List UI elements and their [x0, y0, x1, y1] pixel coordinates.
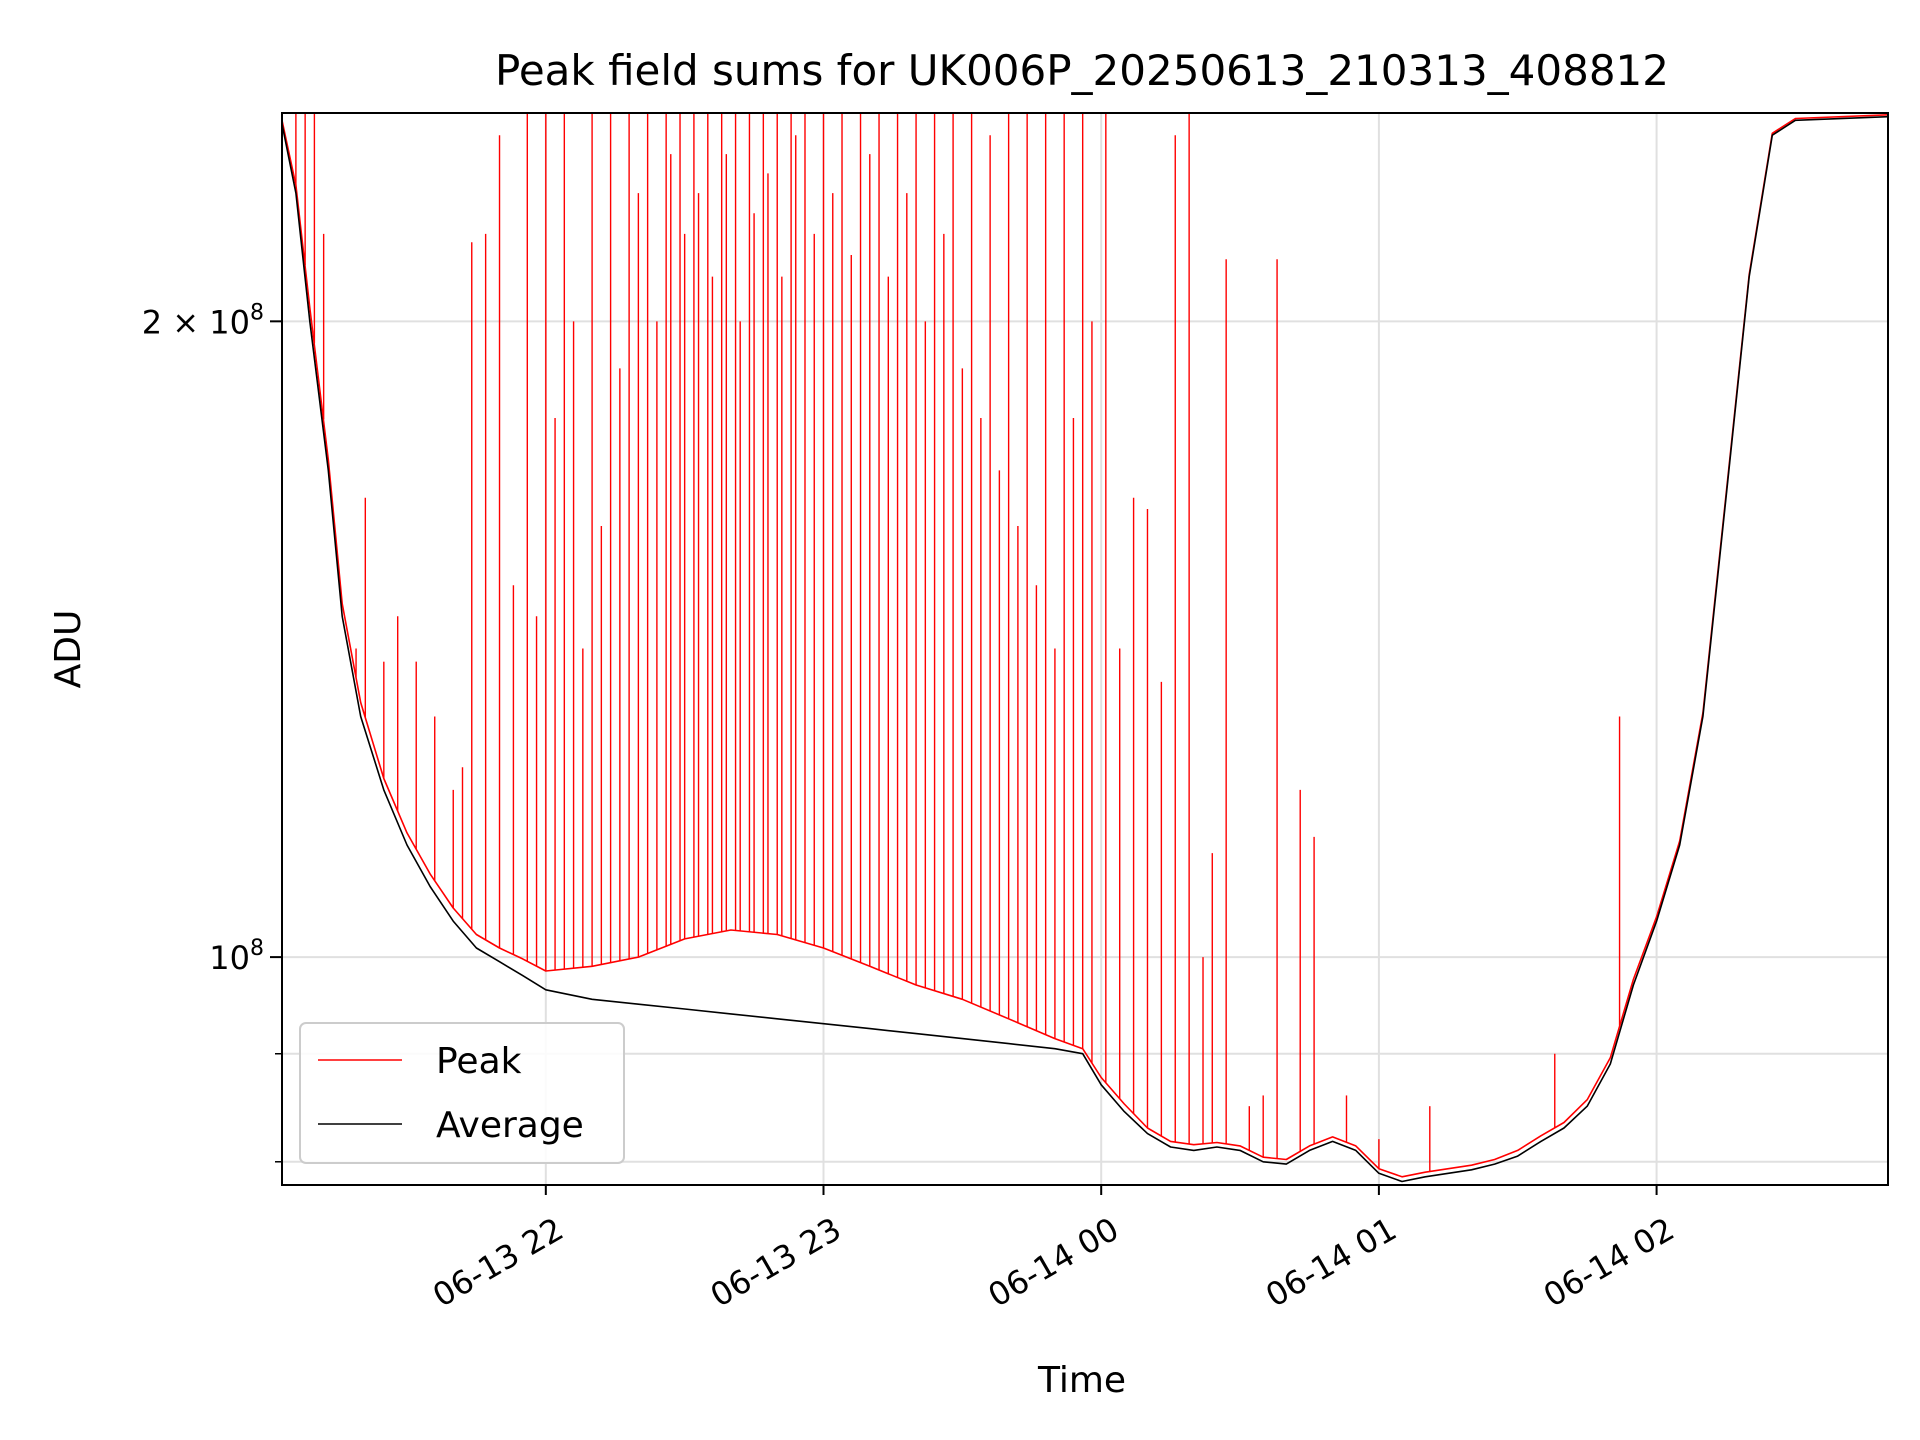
plot-area [282, 113, 1888, 1183]
legend-label-average: Average [436, 1105, 584, 1146]
y-axis-label: ADU [48, 610, 89, 689]
axes-frame [281, 112, 1889, 1186]
chart-title: Peak field sums for UK006P_20250613_2103… [495, 46, 1669, 95]
y-tick-label-base: 2 × 10 [142, 303, 250, 341]
legend-label-peak: Peak [436, 1041, 522, 1082]
y-tick-label: 108 [209, 936, 264, 977]
x-axis-label: Time [1037, 1360, 1126, 1401]
y-tick-label-base: 10 [209, 939, 250, 977]
y-tick-label: 2 × 108 [142, 300, 264, 341]
series-line-peak [282, 114, 1888, 1178]
series-line-average [282, 115, 1888, 1183]
y-tick-label-exponent: 8 [250, 300, 264, 325]
legend: Peak Average [299, 1022, 625, 1164]
y-tick-label-exponent: 8 [250, 936, 264, 961]
legend-box [299, 1022, 625, 1164]
